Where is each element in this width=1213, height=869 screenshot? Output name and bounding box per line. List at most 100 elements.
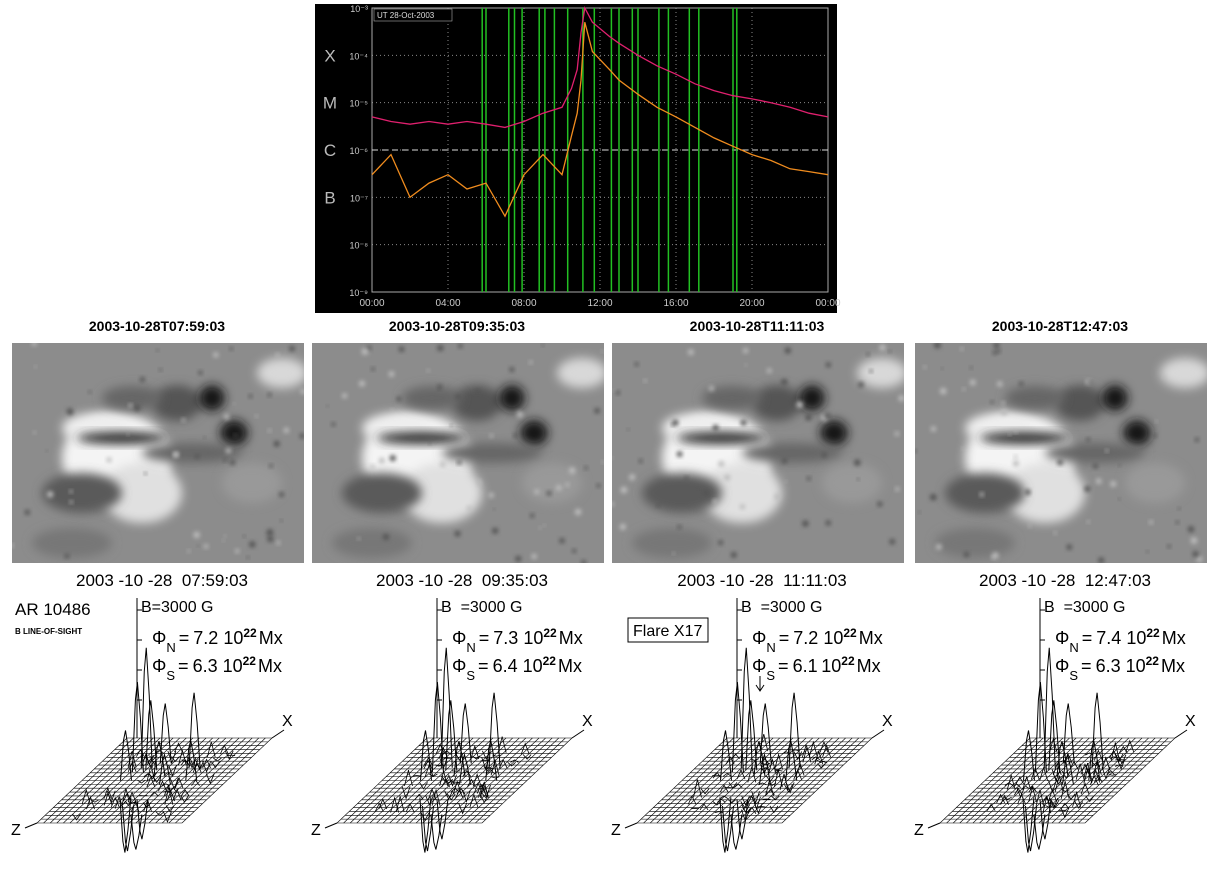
magnetic-speckle [1194,437,1200,443]
magnetic-speckle [33,431,37,434]
magnetic-speckle [1001,401,1006,405]
magnetic-speckle [515,555,522,562]
magnetic-speckle [889,538,896,545]
surface-bump [712,771,722,779]
magnetic-speckle [156,348,159,352]
surface-bump [1083,762,1092,780]
surface-spike [788,692,801,768]
magnetic-speckle [806,476,811,481]
flux-symbol: Φ [452,628,466,648]
surface-bump [1048,737,1058,754]
magnetic-speckle [249,541,256,548]
quantity-label: B LINE-OF-SIGHT [15,627,82,636]
surface-bump [205,773,215,785]
surface-bump [374,802,384,812]
magnetic-speckle [634,362,639,367]
flux-label: ΦS = 6.3 1022 Mx [1055,654,1185,683]
surface-bump [178,748,187,766]
surface-spike [436,799,449,840]
flare-label: Flare X17 [633,623,702,640]
magnetic-speckle [203,544,209,549]
surface-bump [1015,776,1025,785]
magnetic-speckle [273,440,280,447]
flux-equals: = [779,628,790,648]
surface-bump [447,780,456,785]
z-axis-label: Z [611,822,621,839]
magnetic-speckle [929,493,937,501]
magnetic-speckle [990,400,994,404]
surface-bump [136,749,145,757]
surface-spike [430,814,443,850]
z-axis [324,822,338,829]
magnetic-region [332,528,412,558]
magnetic-speckle [441,437,444,440]
surface-spike [445,700,458,771]
magnetic-speckle [894,431,900,436]
scale-label: B=3000 G [141,599,214,616]
magnetic-speckle [326,404,329,408]
surface-bump [1039,766,1049,781]
surface-spike [1033,814,1046,850]
surface-spike [119,797,132,853]
magnetic-region [442,443,542,463]
magnetic-speckle [730,551,737,558]
surface-bump [507,761,516,767]
surface-spike [736,799,749,840]
surface-bump [1114,753,1124,763]
magnetogram-content [312,343,604,563]
magnetic-speckle [676,451,683,458]
magnetic-speckle [996,349,1001,354]
surface-spike [745,700,758,771]
surface-bump [1109,749,1118,759]
flux-label: ΦN = 7.2 1022 Mx [152,626,283,655]
surface-bump [206,741,216,758]
surface-bump [736,768,746,780]
magnetic-speckle [437,344,444,352]
grid-mesh [442,737,533,824]
surface-spike [453,741,466,777]
magnetic-speckle [225,447,232,454]
magnetic-speckle [233,402,236,405]
surface-bump [760,758,770,765]
surface-bump [181,759,190,763]
magnetic-speckle [529,513,535,518]
magnetic-speckle [555,484,562,491]
grid-mesh [481,737,573,824]
surface-bump [137,779,146,784]
magnetic-speckle [996,381,1003,387]
magnetic-speckle [574,508,582,516]
magnetic-speckle [64,553,70,559]
surface-bump [1101,766,1111,780]
magnetic-speckle [366,345,372,351]
magnetic-speckle [1149,520,1153,525]
surface-bump [174,776,184,789]
grid-mesh [715,737,807,824]
magnetic-region [377,432,467,444]
surface-bump [700,788,710,795]
surface-bump [1048,780,1057,794]
flux-value: 7.2 [793,628,818,648]
surface-bump [1050,799,1060,808]
y-tick-label: 10⁻⁵ [350,99,369,109]
magnetic-speckle [628,474,636,481]
x-axis [571,729,585,739]
magnetic-region [1125,463,1185,503]
surface-spike [188,692,201,768]
flux-exponent: 22 [243,626,257,640]
magnetic-speckle [1012,460,1019,467]
magnetic-speckle [1088,380,1092,384]
surface-bump [712,801,722,806]
magnetic-speckle [879,344,886,351]
y-tick-label: 10⁻³ [350,4,368,14]
surface-bump [1060,807,1070,819]
magnetic-speckle [357,537,361,541]
surface-bump [1000,794,1009,805]
y-tick-label: 10⁻⁸ [349,241,368,251]
magnetic-speckle [516,411,524,418]
magnetic-speckle [619,523,626,530]
surface-bump [791,749,800,752]
surface-bump [127,751,137,768]
magnetic-speckle [979,492,984,497]
surface-bump [414,793,424,800]
surface-bump [150,791,159,797]
